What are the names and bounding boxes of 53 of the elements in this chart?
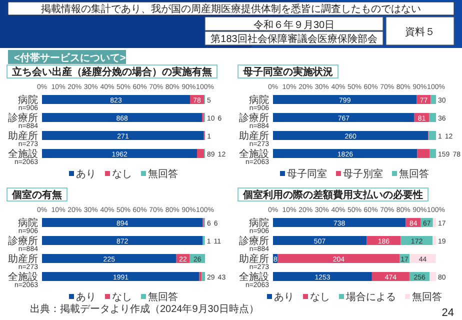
chart-title: 個室利用の際の差額費用支払いの必要性 [242,189,423,201]
bar [42,272,200,281]
bar [410,254,436,263]
legend-label: あり [76,292,96,303]
bar [42,149,198,158]
bar [273,218,406,227]
bar [273,113,414,122]
bar [273,131,428,140]
bar [273,95,417,104]
bar [432,236,436,245]
legend-label: 無回答 [148,291,178,303]
bar [202,272,205,281]
bar [273,236,367,245]
bar [42,236,203,245]
legend-label: あり [76,169,96,180]
bar [428,131,436,140]
bar [372,272,410,281]
chart-title: 立ち会い出産（経膣分娩の場合）の実施有無 [11,66,212,78]
text: 資料５ [405,26,435,38]
bar [417,149,430,158]
legend-label: 母子別室 [343,168,383,180]
bar [42,218,203,227]
bar [430,149,436,158]
chart-title: 母子同室の実施状況 [242,66,333,78]
text: <付帯サービスについて> [14,52,126,64]
bar [42,131,204,140]
legend-label: 無回答 [148,168,178,180]
bar [42,95,190,104]
text: 令和６年９月30日 [253,19,335,31]
bar [197,149,204,158]
bar [430,95,436,104]
text: 第183回社会保障審議会医療保険部会 [210,33,378,45]
source-note: 出典：掲載データより作成（2024年9月30日時点） [30,303,259,315]
legend-label: なし [310,292,330,303]
legend-label: 無回答 [399,168,429,180]
legend-label: 無回答 [412,291,442,303]
bar [430,272,436,281]
legend-label: 母子同室 [287,168,327,180]
bar [432,218,436,227]
bar [400,236,433,245]
bar [42,254,176,263]
legend-label: 場合による [345,291,396,303]
legend-label: なし [112,292,132,303]
chart-title: 個室の有無 [11,189,62,201]
bar [278,254,400,263]
legend-label: あり [274,292,294,303]
bar [42,113,202,122]
bar [273,272,372,281]
text: 掲載情報の集計であり、我が国の周産期医療提供体制を悉皆に調査したものではない [41,3,421,15]
bar [429,113,436,122]
legend-label: なし [112,169,132,180]
bar [273,149,418,158]
text: 24 [442,307,454,319]
